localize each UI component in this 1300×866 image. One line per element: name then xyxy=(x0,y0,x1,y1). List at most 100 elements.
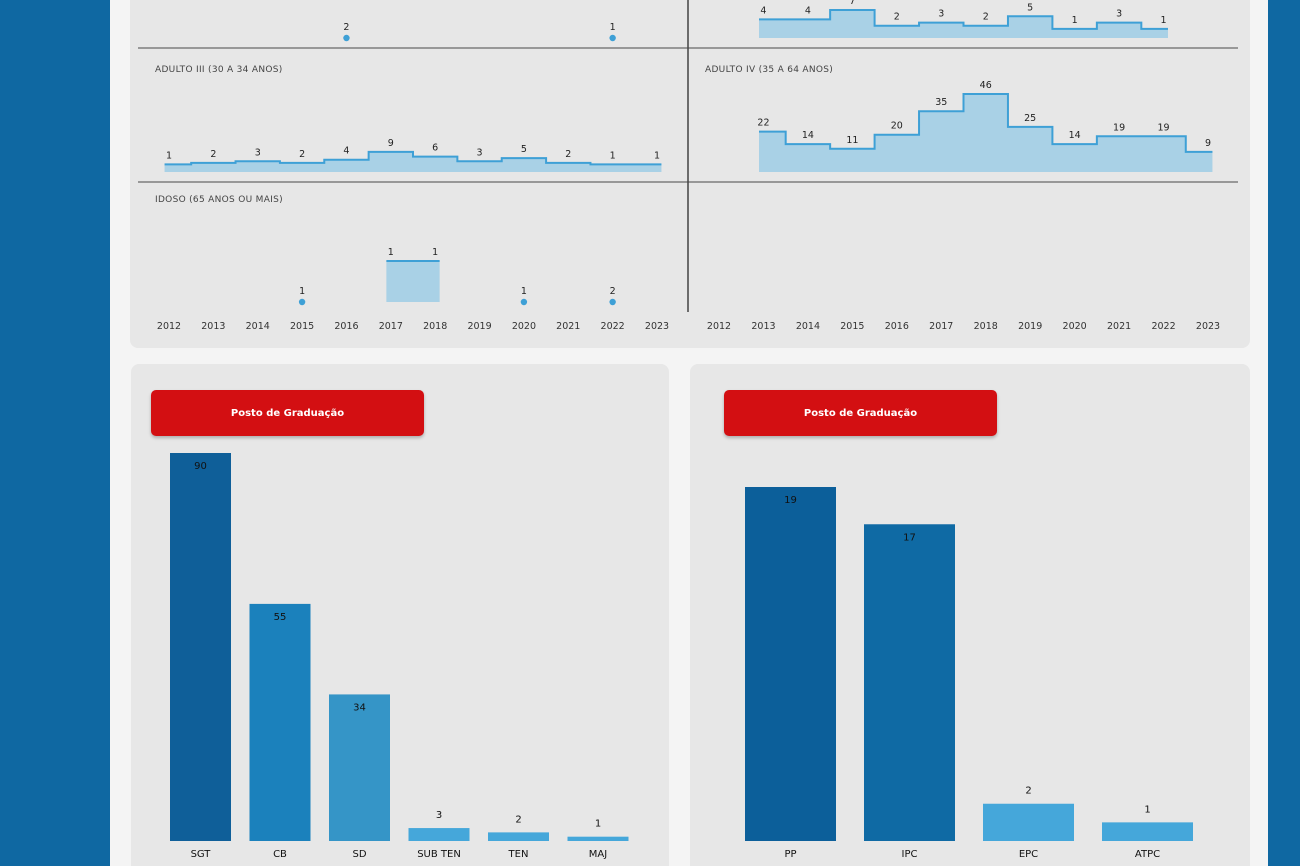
value-label: 2 xyxy=(565,149,571,160)
year-tick-label: 2019 xyxy=(1018,321,1042,332)
year-tick-label: 2017 xyxy=(379,321,403,332)
value-label: 35 xyxy=(935,97,947,108)
value-label: 3 xyxy=(938,9,944,20)
data-point xyxy=(298,298,306,306)
data-point xyxy=(343,34,350,42)
year-axis-right: 2012 2013 2014 2015 2016 2017 2018 2019 2020 2021… xyxy=(707,321,1220,332)
year-tick-label: 2020 xyxy=(512,321,536,332)
value-label: 22 xyxy=(757,118,769,129)
data-point xyxy=(609,34,616,42)
year-tick-label: 2020 xyxy=(1063,321,1087,332)
value-label: 46 xyxy=(980,80,992,91)
bar-category-label: SGT xyxy=(191,849,212,860)
year-tick-label: 2022 xyxy=(1151,321,1175,332)
value-label: 25 xyxy=(1024,113,1036,124)
year-tick-label: 2022 xyxy=(601,321,625,332)
value-label: 3 xyxy=(1116,9,1122,20)
bar-value-label: 90 xyxy=(194,461,207,472)
small-multiples-grid xyxy=(138,0,1238,312)
bar-group: 1 ATPC xyxy=(1102,804,1193,860)
bar-group: 90 SGT xyxy=(170,453,231,860)
bar-category-label: EPC xyxy=(1019,849,1038,860)
step-line xyxy=(164,150,662,166)
bar xyxy=(249,603,311,841)
bar-group: 34 SD xyxy=(329,694,390,860)
cell-adulto-iv: ADULTO IV (35 A 64 ANOS) 22 14 11 20 35 46 25 14… xyxy=(705,65,1213,172)
bar xyxy=(408,828,470,841)
value-label: 6 xyxy=(432,143,438,154)
step-area xyxy=(759,94,1213,172)
step-line xyxy=(759,93,1213,153)
value-label: 9 xyxy=(1205,138,1211,149)
value-label: 11 xyxy=(846,135,858,146)
year-tick-label: 2023 xyxy=(1196,321,1220,332)
value-label: 7 xyxy=(849,0,855,7)
cell-idoso: IDOSO (65 ANOS OU MAIS) 1 1 1 1 2 xyxy=(155,195,616,306)
value-label: 4 xyxy=(343,146,349,157)
year-tick-label: 2013 xyxy=(201,321,225,332)
year-tick-label: 2012 xyxy=(707,321,731,332)
year-tick-label: 2019 xyxy=(467,321,491,332)
bar xyxy=(567,836,629,841)
value-label: 1 xyxy=(654,150,660,161)
value-label: 2 xyxy=(343,22,349,33)
cell-adulto-iii: ADULTO III (30 A 34 ANOS) 1 2 3 2 4 9 6 3 5 2 1 1 xyxy=(155,65,662,172)
year-axes: 2012 2013 2014 2015 2016 2017 2018 2019 2020 2021… xyxy=(157,321,1220,332)
bar xyxy=(1102,822,1193,841)
value-label: 1 xyxy=(610,22,616,33)
bar-category-label: MAJ xyxy=(589,849,607,860)
year-tick-label: 2017 xyxy=(929,321,953,332)
year-axis-left: 2012 2013 2014 2015 2016 2017 2018 2019 2020 2021… xyxy=(157,321,669,332)
cell-adulto-iii-title: ADULTO III (30 A 34 ANOS) xyxy=(155,65,283,75)
bar-value-label: 1 xyxy=(1144,804,1150,815)
value-label: 9 xyxy=(388,138,394,149)
cell-adulto-iv-title: ADULTO IV (35 A 64 ANOS) xyxy=(705,65,833,75)
value-label: 14 xyxy=(1069,130,1081,141)
value-label: 19 xyxy=(1157,122,1169,133)
data-point xyxy=(520,298,528,306)
bar-category-label: TEN xyxy=(508,849,529,860)
value-label: 4 xyxy=(805,5,811,16)
value-label: 20 xyxy=(891,121,903,132)
year-tick-label: 2021 xyxy=(556,321,580,332)
value-label: 1 xyxy=(299,286,305,297)
step-area xyxy=(386,261,440,302)
bar xyxy=(488,832,549,841)
bar-group: 55 CB xyxy=(249,603,311,860)
cell-top-right: 4 4 7 2 3 2 5 1 3 1 xyxy=(759,0,1168,38)
bar-category-label: IPC xyxy=(902,849,918,860)
value-label: 1 xyxy=(166,150,172,161)
bar-value-label: 2 xyxy=(515,814,521,825)
bar-value-label: 34 xyxy=(353,702,366,713)
rank-bars-right: 19 PP 17 IPC 2 EPC 1 ATPC xyxy=(745,487,1193,860)
bar-group: 2 TEN xyxy=(488,814,549,860)
frame-left xyxy=(0,0,110,866)
value-label: 3 xyxy=(255,147,261,158)
bar xyxy=(745,487,836,841)
year-tick-label: 2018 xyxy=(423,321,447,332)
bar xyxy=(170,453,231,841)
year-tick-label: 2021 xyxy=(1107,321,1131,332)
value-label: 2 xyxy=(894,12,900,23)
year-tick-label: 2014 xyxy=(246,321,270,332)
cell-idoso-title: IDOSO (65 ANOS OU MAIS) xyxy=(155,195,283,205)
bar-value-label: 19 xyxy=(784,495,797,506)
value-label: 1 xyxy=(1072,15,1078,26)
value-label: 5 xyxy=(521,144,527,155)
year-tick-label: 2018 xyxy=(974,321,998,332)
bar-category-label: SD xyxy=(352,849,366,860)
frame-right xyxy=(1268,0,1300,866)
value-label: 1 xyxy=(521,286,527,297)
bar xyxy=(983,803,1074,841)
value-label: 1 xyxy=(432,247,438,258)
year-tick-label: 2013 xyxy=(751,321,775,332)
year-tick-label: 2012 xyxy=(157,321,181,332)
value-label: 19 xyxy=(1113,122,1125,133)
value-label: 1 xyxy=(610,150,616,161)
rank-header-right: Posto de Graduação xyxy=(724,390,997,436)
year-tick-label: 2016 xyxy=(334,321,358,332)
value-label: 2 xyxy=(299,149,305,160)
rank-bars-left: 90 SGT 55 CB 34 SD 3 SUB TEN 2 TEN 1 MAJ xyxy=(170,453,629,860)
